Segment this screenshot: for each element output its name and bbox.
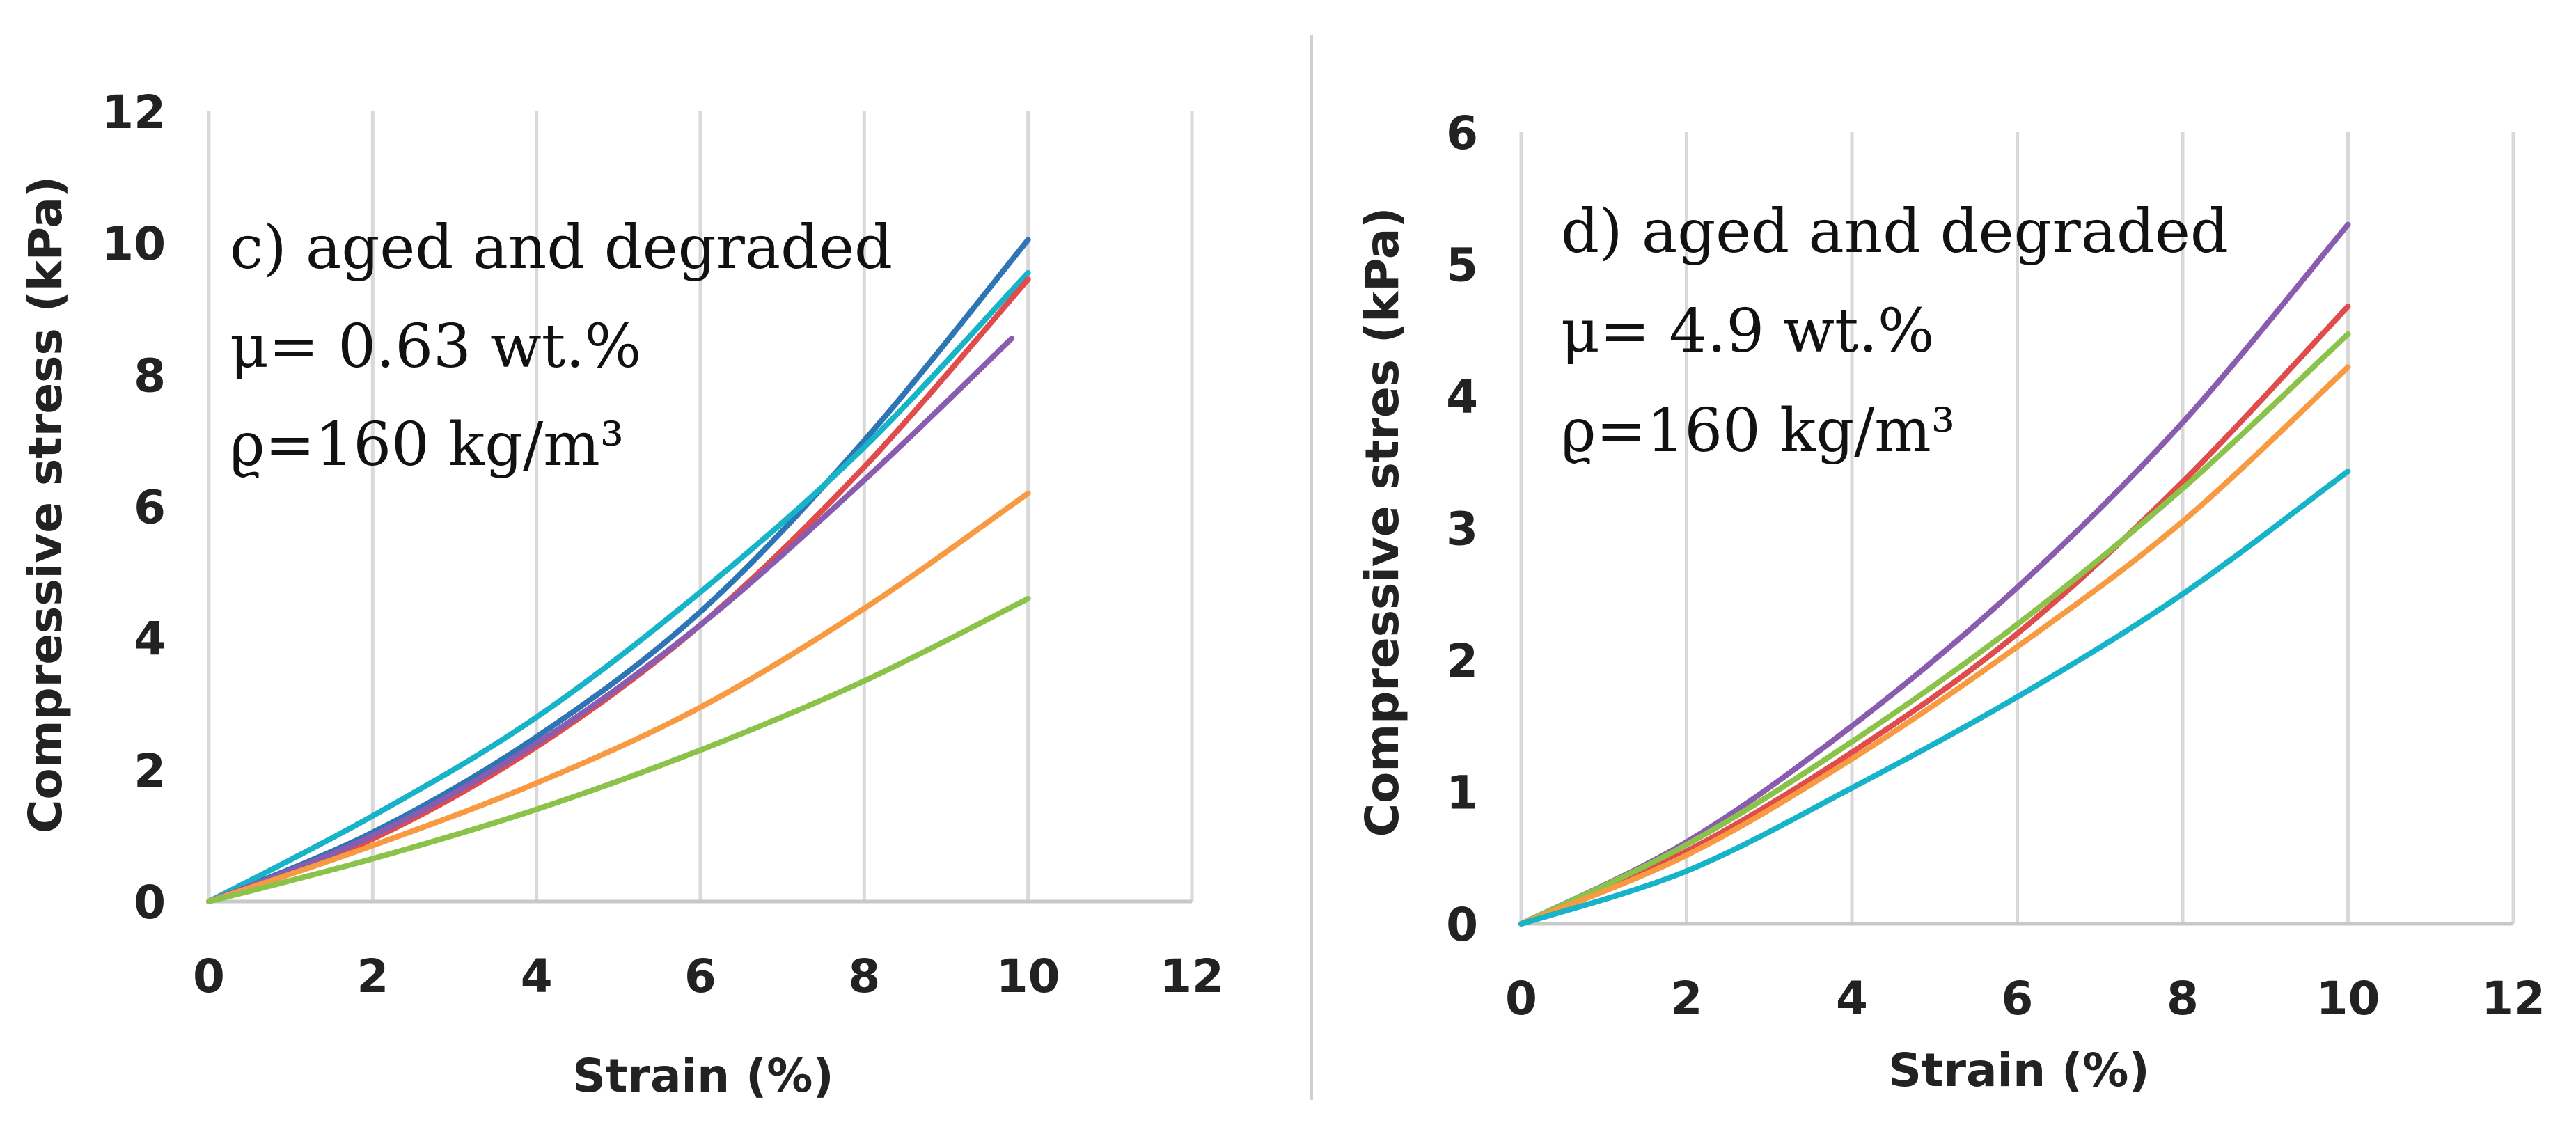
- x-tick-label: 6: [684, 950, 716, 1003]
- series-line-6: [206, 595, 1031, 904]
- series-line-2: [1518, 304, 2351, 927]
- x-axis-label: Strain (%): [572, 1049, 833, 1103]
- x-axis-label: Strain (%): [1888, 1044, 2149, 1097]
- y-tick-label: 6: [134, 481, 166, 535]
- series-group: [206, 237, 1031, 904]
- series-line-5: [206, 490, 1031, 904]
- y-tick-label: 0: [1446, 898, 1478, 952]
- chart-c: 0 2 4 6 8 10 12 0 2 4 6 8 10 12 Strain (%) Compressi…: [19, 86, 1224, 1103]
- y-tick-label: 10: [102, 217, 166, 271]
- series-line-4: [206, 336, 1015, 904]
- x-tick-label: 10: [996, 950, 1060, 1003]
- y-tick-label: 0: [134, 876, 166, 929]
- annotation-title: d) aged and degraded: [1561, 197, 2229, 267]
- x-tick-label: 6: [2002, 972, 2034, 1025]
- x-tick-label: 12: [1160, 950, 1224, 1003]
- x-tick-label: 8: [848, 950, 880, 1003]
- series-group: [1518, 221, 2351, 927]
- series-line-3: [1518, 331, 2351, 927]
- x-tick-label: 12: [2481, 972, 2545, 1025]
- series-line-4: [1518, 364, 2351, 927]
- y-tick-label: 4: [134, 613, 166, 666]
- x-tick-label: 2: [1671, 972, 1703, 1025]
- y-tick-label: 2: [134, 744, 166, 798]
- y-tick-label: 1: [1446, 766, 1478, 820]
- annotation-density: ϱ=160 kg/m³: [230, 410, 624, 480]
- x-tick-label: 0: [1505, 972, 1537, 1025]
- y-tick-label: 8: [134, 349, 166, 402]
- x-tick-labels: 0 2 4 6 8 10 12: [193, 950, 1224, 1003]
- x-tick-labels: 0 2 4 6 8 10 12: [1505, 972, 2545, 1025]
- annotation-title: c) aged and degraded: [230, 213, 893, 283]
- x-tick-label: 0: [193, 950, 225, 1003]
- y-tick-labels: 0 1 2 3 4 5 6: [1446, 107, 1478, 952]
- x-tick-label: 2: [356, 950, 388, 1003]
- x-tick-label: 10: [2316, 972, 2380, 1025]
- gridlines: [1519, 132, 2515, 926]
- y-tick-label: 4: [1446, 370, 1478, 424]
- x-tick-label: 4: [521, 950, 553, 1003]
- annotation-moisture: μ= 0.63 wt.%: [230, 312, 641, 381]
- y-axis-label: Compressive stress (kPa): [19, 176, 72, 833]
- y-tick-label: 3: [1446, 503, 1478, 556]
- y-tick-label: 12: [102, 86, 166, 139]
- y-tick-labels: 0 2 4 6 8 10 12: [102, 86, 166, 929]
- y-tick-label: 6: [1446, 107, 1478, 160]
- series-line-5: [1518, 469, 2351, 927]
- annotation-moisture: μ= 4.9 wt.%: [1561, 297, 1935, 366]
- annotation-density: ϱ=160 kg/m³: [1561, 396, 1955, 466]
- y-tick-label: 2: [1446, 634, 1478, 688]
- series-line-1: [206, 237, 1031, 904]
- y-axis-label: Compressive stres (kPa): [1356, 207, 1409, 837]
- x-tick-label: 4: [1836, 972, 1868, 1025]
- series-line-2: [206, 269, 1031, 904]
- y-tick-label: 5: [1446, 239, 1478, 292]
- x-tick-label: 8: [2167, 972, 2199, 1025]
